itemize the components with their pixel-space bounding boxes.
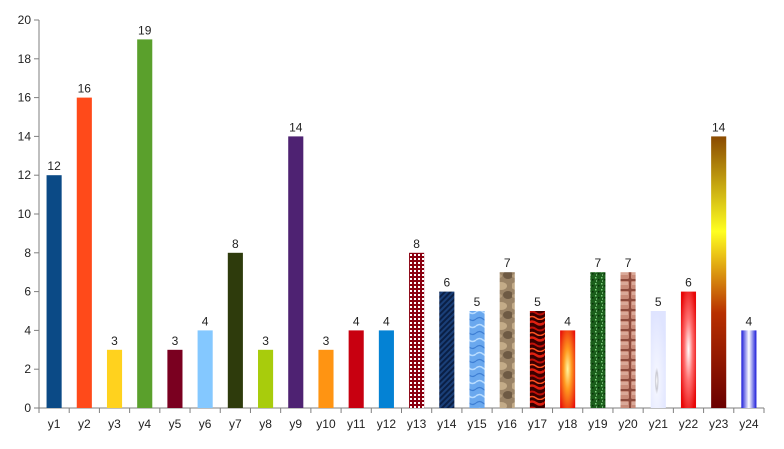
data-label-y22: 6 [685,276,692,290]
data-label-y2: 16 [78,82,92,96]
data-label-y7: 8 [232,237,239,251]
x-tick-label-y22: y22 [679,417,699,431]
y-tick-label: 4 [24,323,31,337]
x-tick-label-y20: y20 [618,417,638,431]
x-tick-label-y7: y7 [229,417,242,431]
y-tick-label: 12 [18,168,32,182]
x-tick-label-y1: y1 [48,417,61,431]
y-axis-ticks: 0 2 4 6 8 10 12 14 16 18 20 [18,13,39,415]
x-tick-label-y24: y24 [739,417,759,431]
data-label-y12: 4 [383,314,390,328]
data-label-y5: 3 [172,334,179,348]
bar-y1 [46,175,62,408]
data-labels-group: 12 16 3 19 3 4 8 3 14 3 4 4 8 6 5 7 5 4 7 7 5 6 14 4 [47,23,752,347]
x-tick-label-y11: y11 [347,417,366,431]
x-tick-label-y17: y17 [528,417,548,431]
x-tick-label-y3: y3 [108,417,121,431]
data-label-y9: 14 [289,120,303,134]
x-tick-label-y8: y8 [259,417,272,431]
bars-group [46,39,757,409]
bar-y20 [620,272,636,408]
data-label-y19: 7 [595,256,602,270]
y-tick-label: 8 [24,246,31,260]
bar-y15 [469,311,485,408]
x-tick-label-y12: y12 [377,417,397,431]
data-label-y24: 4 [746,314,753,328]
bar-y5 [167,349,183,408]
bar-y18 [560,330,576,408]
data-label-y3: 3 [111,334,118,348]
y-tick-label: 20 [18,13,32,27]
data-label-y14: 6 [443,276,450,290]
data-label-y8: 3 [262,334,269,348]
data-label-y11: 4 [353,314,360,328]
bar-y2 [76,97,92,408]
data-label-y6: 4 [202,314,209,328]
y-tick-label: 10 [18,207,32,221]
bar-y22 [680,291,697,408]
x-tick-label-y23: y23 [709,417,729,431]
bar-y13 [409,252,425,408]
x-tick-label-y10: y10 [316,417,336,431]
data-label-y16: 7 [504,256,511,270]
bar-y17 [529,311,545,408]
data-label-y15: 5 [474,295,481,309]
bar-y21 [650,311,666,408]
x-tick-label-y14: y14 [437,417,457,431]
bar-y12 [378,330,394,408]
x-tick-label-y6: y6 [199,417,212,431]
x-tick-label-y2: y2 [78,417,91,431]
bar-y10 [318,349,334,408]
bar-y11 [348,330,364,408]
data-label-y23: 14 [712,120,726,134]
bar-y16 [499,272,515,408]
x-tick-label-y13: y13 [407,417,427,431]
y-tick-label: 6 [24,285,31,299]
x-tick-label-y9: y9 [289,417,302,431]
data-label-y17: 5 [534,295,541,309]
x-tick-label-y15: y15 [467,417,487,431]
bar-y4 [137,39,153,409]
x-axis-ticks: y1 y2 y3 y4 y5 y6 y7 y8 y9 y10 y11 y12 y13 y14 y15 y16 y… [38,408,765,431]
bar-y19 [590,272,606,408]
data-label-y21: 5 [655,295,662,309]
x-tick-label-y19: y19 [588,417,608,431]
y-tick-label: 16 [18,91,32,105]
bar-y7 [227,252,243,408]
bar-y24 [741,330,757,408]
bar-y9 [288,136,304,408]
x-tick-label-y18: y18 [558,417,578,431]
data-label-y10: 3 [323,334,330,348]
x-tick-label-y4: y4 [138,417,151,431]
y-tick-label: 0 [24,401,31,415]
data-label-y13: 8 [413,237,420,251]
bar-y23 [711,136,727,408]
data-label-y1: 12 [47,159,61,173]
y-tick-label: 18 [18,52,32,66]
bar-y6 [197,330,213,408]
bar-y8 [258,349,274,408]
x-tick-label-y16: y16 [498,417,518,431]
x-tick-label-y5: y5 [169,417,182,431]
data-label-y4: 19 [138,23,152,37]
data-label-y18: 4 [564,314,571,328]
data-label-y20: 7 [625,256,632,270]
x-tick-label-y21: y21 [649,417,669,431]
y-tick-label: 14 [18,129,32,143]
y-tick-label: 2 [24,362,31,376]
bar-y3 [106,349,123,408]
bar-y14 [439,291,455,408]
